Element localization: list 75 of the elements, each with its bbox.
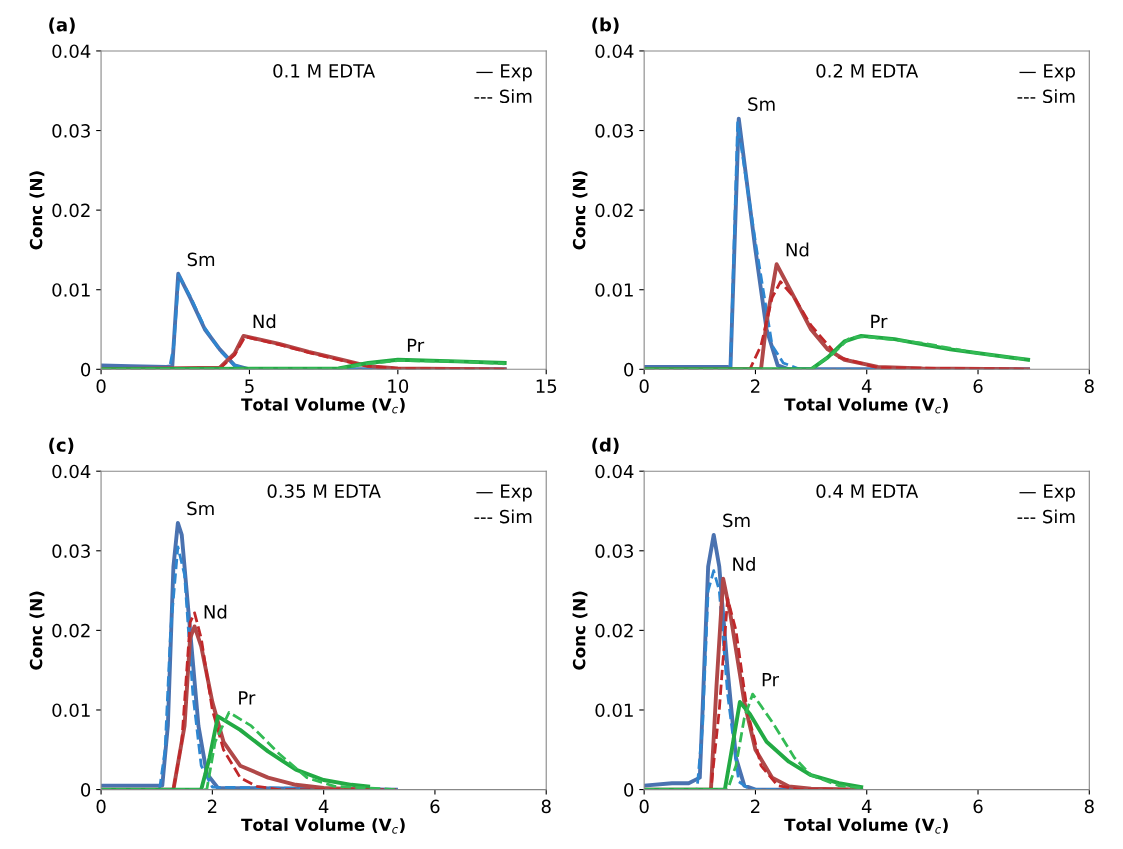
x-tick-label: 6 [973,799,983,814]
x-tick-label: 0 [96,379,106,394]
text: 0.35 M EDTA [267,484,381,498]
x-tick-label: 10 [388,379,409,394]
annotation: --- Sim [474,89,532,104]
text: (c) [49,437,74,454]
annotation: Sm [723,513,750,528]
x-tick-label: 8 [541,799,551,814]
x-tick-label: 2 [751,379,760,393]
y-tick-label: 0.04 [595,464,634,479]
y-tick-label: 0 [624,362,634,377]
annotation: --- Sim [1017,89,1075,104]
x-tick-label: 6 [430,799,440,814]
x-tick-label: 6 [973,379,983,394]
y-tick-label: 0.02 [595,203,633,218]
y-tick-label: 0.01 [595,703,633,718]
y-tick-label: 0.02 [595,623,633,638]
y-tick-label: 0.03 [595,544,633,558]
x-tick-label: 4 [861,379,872,393]
x-tick-label: 8 [1084,799,1094,814]
y-tick-label: 0 [624,783,634,797]
y-tick-label: 0.04 [595,44,634,59]
x-tick-label: 4 [318,799,329,814]
y-tick-label: 0.04 [52,44,91,59]
y-tick-label: 0.03 [52,544,90,558]
annotation: — Exp [476,484,532,502]
annotation: Sm [748,97,775,111]
annotation: Pr [871,314,888,328]
x-tick-label: 5 [245,379,254,394]
annotation: Pr [407,338,425,352]
x-axis-title: Total Volume (V$_{c}$) [241,397,405,414]
annotation: Nd [786,242,809,257]
y-tick-label: 0.01 [595,283,633,297]
text: 0.4 M EDTA [816,484,919,498]
annotation: Pr [239,691,256,705]
text: (a) [49,17,75,34]
text: (b) [592,17,619,34]
y-tick-label: 0.01 [52,703,90,718]
y-axis-title: Conc (N) [29,171,45,250]
y-axis-title: Conc (N) [572,171,588,250]
x-tick-label: 0 [639,799,649,814]
y-tick-label: 0.03 [595,123,633,138]
x-tick-label: 0 [96,799,106,814]
y-tick-label: 0.01 [52,283,90,297]
x-axis-title: Total Volume (V$_{c}$) [241,818,405,834]
annotation: — Exp [1019,64,1075,82]
annotation: — Exp [1019,484,1075,502]
y-tick-label: 0 [81,783,91,797]
y-tick-label: 0.02 [52,623,90,638]
text: 0.2 M EDTA [816,63,919,78]
y-tick-label: 0.02 [52,203,90,218]
annotation: --- Sim [474,509,532,524]
y-tick-label: 0 [81,362,91,377]
annotation: — Exp [476,64,532,82]
x-tick-label: 0 [639,379,649,394]
text: 0.1 M EDTA [273,63,376,78]
y-tick-label: 0.03 [52,123,90,138]
x-axis-title: Total Volume (V$_{c}$) [784,397,948,414]
x-tick-label: 8 [1084,379,1094,394]
y-axis-title: Conc (N) [572,591,588,670]
annotation: --- Sim [1017,509,1075,524]
x-tick-label: 4 [861,799,872,814]
annotation: Nd [204,604,227,619]
y-tick-label: 0.04 [52,464,91,479]
x-tick-label: 2 [751,799,760,814]
y-axis-title: Conc (N) [29,591,45,670]
annotation: Sm [187,252,215,267]
x-axis-title: Total Volume (V$_{c}$) [784,818,948,834]
x-tick-label: 2 [207,799,217,814]
annotation: Nd [253,314,276,329]
x-tick-label: 15 [536,379,557,394]
text: (d) [592,437,619,454]
annotation: Nd [733,557,755,571]
annotation: Pr [762,672,779,687]
annotation: Sm [187,501,214,516]
